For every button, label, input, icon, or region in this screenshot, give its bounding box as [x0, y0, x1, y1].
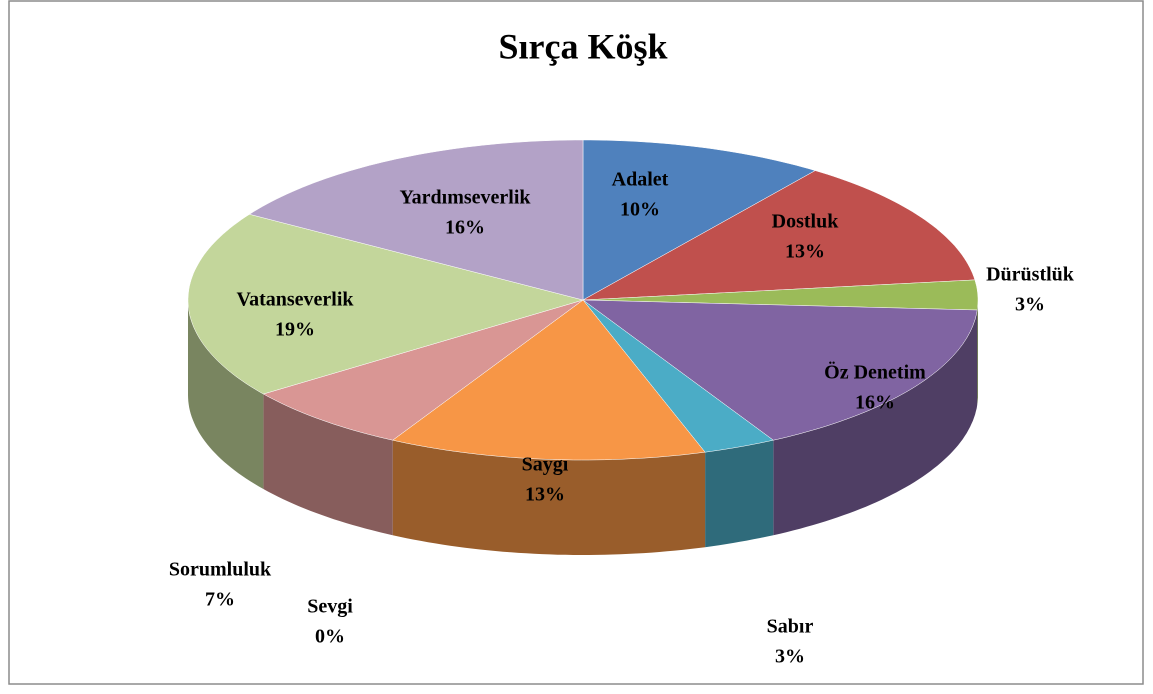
data-label-value: 10%	[620, 199, 660, 221]
slice-side	[263, 394, 393, 536]
slice	[248, 139, 584, 301]
data-label-value: 0%	[315, 626, 345, 648]
slice-side	[188, 300, 264, 489]
data-label-value: 3%	[1015, 294, 1045, 316]
slice	[582, 299, 774, 453]
slice	[187, 214, 584, 395]
slice-side	[392, 440, 706, 555]
slice	[582, 139, 816, 301]
data-label-name: Öz Denetim	[824, 361, 926, 384]
data-label-value: 16%	[445, 217, 485, 239]
slice	[262, 299, 584, 441]
slice-side	[773, 310, 978, 536]
slice	[582, 170, 976, 301]
data-label-name: Dürüstlük	[986, 264, 1075, 286]
data-label-name: Sorumluluk	[169, 559, 272, 581]
slice	[582, 299, 978, 441]
data-label-value: 13%	[525, 484, 565, 506]
slice	[392, 299, 706, 461]
data-label-value: 7%	[205, 589, 235, 611]
data-label-name: Dostluk	[772, 211, 840, 233]
data-label-value: 19%	[275, 319, 315, 341]
data-label-name: Vatanseverlik	[236, 289, 354, 311]
data-label-value: 16%	[855, 392, 895, 414]
data-label-value: 3%	[775, 646, 805, 668]
data-label-name: Sabır	[767, 616, 814, 638]
data-label-name: Saygı	[522, 454, 569, 476]
data-label-name: Sevgi	[307, 596, 353, 618]
data-label-name: Adalet	[612, 169, 669, 191]
slice-side	[705, 440, 774, 548]
slice-side	[977, 300, 978, 405]
chart-title: Sırça Köşk	[498, 26, 667, 66]
data-label-name: Yardımseverlik	[399, 187, 531, 209]
data-label-value: 13%	[785, 241, 825, 263]
